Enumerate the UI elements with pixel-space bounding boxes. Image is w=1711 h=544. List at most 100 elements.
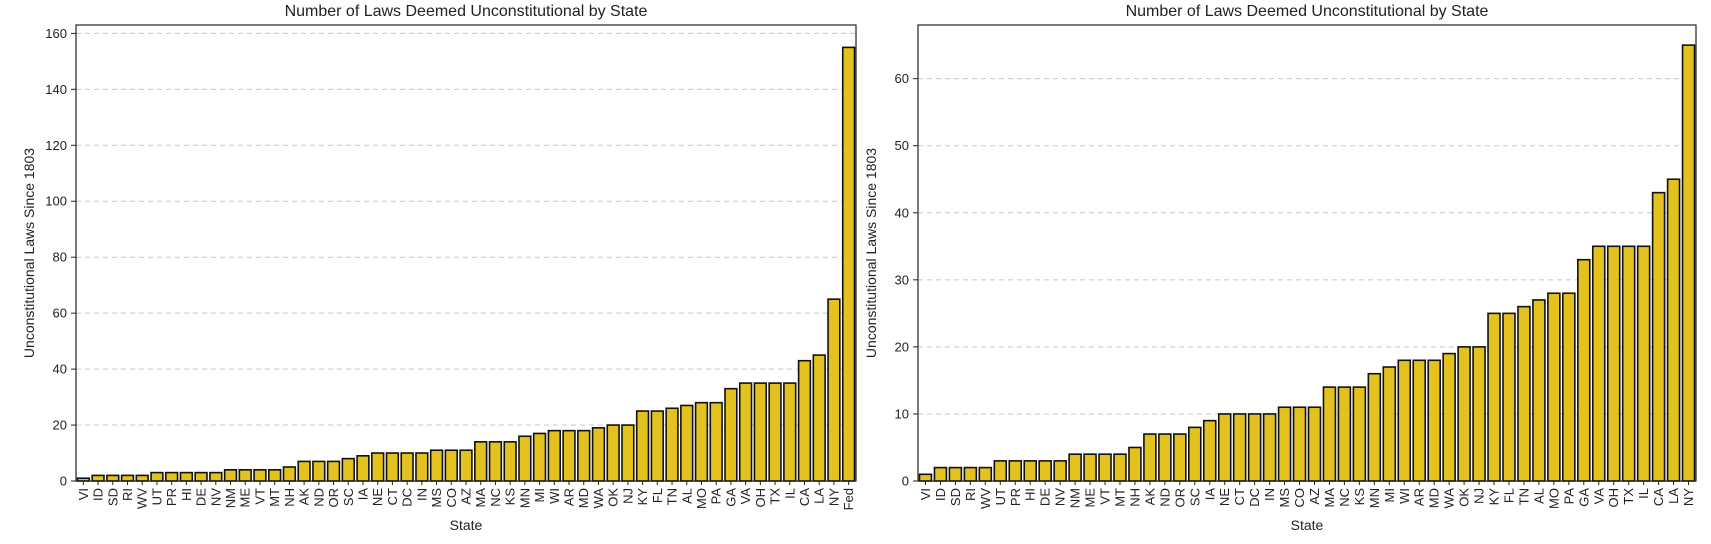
x-tick-label-ky: KY (635, 488, 650, 506)
bar-ks (503, 441, 517, 482)
bar-nh (1128, 446, 1142, 482)
x-tick-label-tx: TX (1621, 488, 1636, 505)
bar-ok (606, 424, 620, 482)
x-tick-label-mn: MN (1367, 488, 1382, 508)
bar-in (415, 452, 429, 482)
x-tick-label-ne: NE (1217, 488, 1232, 506)
bar-ut (150, 471, 164, 482)
x-tick-label-vi: VI (76, 488, 91, 500)
y-axis-label: Unconstitutional Laws Since 1803 (863, 148, 879, 358)
bar-mt (1113, 453, 1127, 482)
y-tick-label: 30 (895, 272, 909, 287)
x-tick-label-wv: WV (978, 488, 993, 509)
y-tick-label: 160 (45, 26, 67, 41)
bar-mo (694, 401, 709, 482)
bar-ne (371, 452, 385, 482)
x-tick-label-tn: TN (1516, 488, 1531, 505)
bar-il (1636, 245, 1651, 482)
bar-ct (1232, 413, 1247, 482)
y-axis-label: Unconstitutional Laws Since 1803 (21, 148, 37, 358)
x-tick-label-il: IL (782, 488, 797, 499)
bar-ma (1322, 386, 1337, 482)
y-tick-label: 120 (45, 138, 67, 153)
x-tick-label-wa: WA (1442, 488, 1457, 509)
bar-co (1292, 406, 1307, 482)
bar-sd (106, 474, 120, 482)
x-tick-label-fed: Fed (841, 488, 856, 510)
x-tick-label-ia: IA (1202, 488, 1217, 501)
bar-nv (209, 471, 223, 482)
bar-nm (1068, 453, 1082, 482)
bar-mt (267, 469, 282, 482)
bar-nv (1053, 460, 1067, 482)
x-tick-label-nc: NC (488, 488, 503, 507)
x-axis-label: State (1291, 517, 1324, 533)
x-tick-label-nh: NH (282, 488, 297, 507)
bar-nc (1337, 386, 1352, 482)
x-tick-label-ak: AK (297, 488, 312, 506)
x-tick-label-co: CO (1292, 488, 1307, 508)
x-tick-label-vt: VT (1098, 488, 1113, 505)
x-tick-label-mt: MT (1112, 488, 1127, 507)
x-tick-label-de: DE (194, 488, 209, 506)
bar-id (91, 474, 105, 482)
bar-dc (1247, 413, 1262, 482)
y-tick-label: 60 (53, 306, 67, 321)
bar-tn (1517, 305, 1531, 482)
x-tick-label-ar: AR (1412, 488, 1427, 506)
y-tick-label: 60 (895, 71, 909, 86)
x-tick-label-nv: NV (1053, 488, 1068, 506)
bar-pa (709, 401, 723, 482)
x-tick-label-md: MD (1427, 488, 1442, 508)
x-tick-label-wi: WI (1397, 488, 1412, 504)
bar-az (459, 449, 473, 482)
x-tick-label-tx: TX (768, 488, 783, 505)
y-tick-label: 20 (53, 418, 67, 433)
bar-il (783, 382, 797, 482)
bar-fl (650, 410, 665, 482)
bar-vt (1098, 453, 1112, 482)
x-tick-label-pr: PR (1008, 488, 1023, 506)
bar-ct (385, 452, 400, 482)
bar-ri (120, 474, 135, 482)
bar-tx (1621, 245, 1636, 482)
x-tick-label-ma: MA (473, 488, 488, 508)
bar-wv (135, 474, 149, 482)
x-tick-label-ks: KS (1352, 488, 1367, 506)
bar-de (194, 471, 208, 482)
x-tick-label-in: IN (414, 488, 429, 501)
x-tick-label-ok: OK (606, 488, 621, 507)
bar-in (1262, 413, 1277, 482)
x-tick-label-mi: MI (532, 488, 547, 502)
x-tick-label-ny: NY (1681, 488, 1696, 506)
x-tick-label-ny: NY (826, 488, 841, 506)
chart-title: Number of Laws Deemed Unconstitutional b… (1126, 3, 1489, 20)
bar-nd (312, 460, 326, 482)
bar-ky (1487, 312, 1501, 482)
x-tick-label-fl: FL (650, 488, 665, 503)
bar-nj (621, 424, 635, 482)
bar-ar (562, 429, 576, 482)
bar-ky (635, 410, 650, 482)
bar-fl (1502, 312, 1516, 482)
x-tick-label-co: CO (444, 488, 459, 508)
x-tick-label-al: AL (679, 488, 694, 504)
y-tick-label: 0 (60, 474, 67, 489)
bar-ri (963, 466, 978, 482)
bar-wi (1397, 359, 1412, 482)
x-tick-label-vt: VT (252, 488, 267, 505)
bar-ak (297, 460, 311, 482)
x-tick-label-vi: VI (918, 488, 933, 500)
bar-ga (1577, 258, 1591, 482)
bar-sc (341, 457, 355, 482)
x-tick-label-va: VA (1591, 488, 1606, 505)
x-tick-label-ak: AK (1142, 488, 1157, 506)
bar-mn (518, 435, 532, 482)
bar-md (577, 429, 591, 482)
y-tick-label: 40 (895, 205, 909, 220)
bar-ak (1143, 433, 1157, 482)
bar-oh (1606, 245, 1621, 482)
bar-or (1173, 433, 1187, 482)
bar-vi (918, 473, 933, 482)
